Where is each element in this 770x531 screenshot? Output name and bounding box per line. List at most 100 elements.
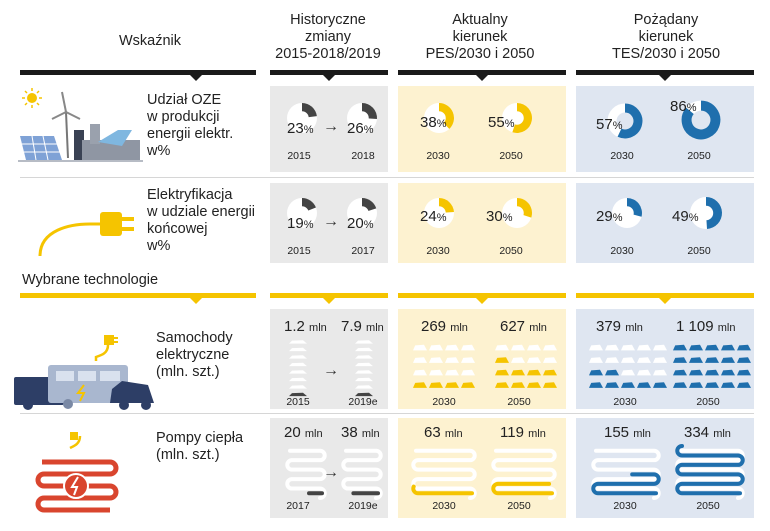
header-pointer-indicator xyxy=(190,75,202,81)
car-pictogram xyxy=(673,344,687,351)
car-pictogram xyxy=(621,357,635,363)
panel-pes-row2 xyxy=(398,183,566,263)
header-pes: Aktualny kierunek PES/2030 i 2050 xyxy=(425,12,535,62)
coil-tes-2050 xyxy=(675,444,745,500)
coil-hist-2017 xyxy=(285,444,327,500)
car-pictogram xyxy=(637,357,651,363)
car-pictogram xyxy=(495,357,509,363)
heat-pump-icon xyxy=(35,432,119,513)
value-tes-2030-electrification: 29% xyxy=(596,208,623,225)
car-pictogram xyxy=(511,344,525,351)
car-pictogram xyxy=(621,369,635,376)
coil-fill xyxy=(591,444,661,496)
panel-pes-row1 xyxy=(398,86,566,172)
pie-hole xyxy=(432,111,446,125)
coil-track xyxy=(411,448,477,500)
pie-hole xyxy=(355,111,369,125)
car-pictogram xyxy=(355,392,373,397)
car-stack-tes-2030 xyxy=(589,344,667,388)
car-pictogram xyxy=(289,377,307,382)
car-pictogram xyxy=(705,369,719,376)
section-pointer-indicator xyxy=(190,298,202,304)
year-label: 2030 xyxy=(613,500,637,512)
indicator-label-renewables: Udział OZE w produkcji energii elektr. w… xyxy=(147,92,234,159)
value-hist-2019e-cars: 7.9 mln xyxy=(341,318,384,335)
pie-pes-2030-electrification xyxy=(424,198,454,228)
car-pictogram xyxy=(355,370,373,374)
car-pictogram xyxy=(689,357,703,363)
year-label: 2050 xyxy=(507,396,531,408)
car-pictogram xyxy=(289,340,307,344)
pie-hole xyxy=(432,206,446,220)
car-pictogram xyxy=(429,357,443,363)
coil-track xyxy=(285,448,327,500)
indicator-label-electrification: Elektryfikacja w udziale energii końcowe… xyxy=(147,187,256,254)
value-pes-2050-renewables: 55% xyxy=(488,114,515,131)
car-pictogram xyxy=(737,369,751,376)
year-label: 2030 xyxy=(610,150,634,162)
coil-tes-2030 xyxy=(591,444,661,500)
car-pictogram xyxy=(637,382,651,388)
value-tes-2050-renewables: 86% xyxy=(670,98,697,115)
year-label: 2019e xyxy=(348,500,378,512)
pie-hist-2018 xyxy=(347,103,377,133)
value-hist-2015-renewables: 23% xyxy=(287,120,314,137)
car-pictogram xyxy=(355,385,373,389)
value-tes-2030-renewables: 57% xyxy=(596,116,623,133)
car-pictogram xyxy=(413,382,427,388)
year-label: 2017 xyxy=(286,500,310,512)
car-pictogram xyxy=(705,382,719,388)
plug-icon xyxy=(38,212,134,257)
pie-hist-2015-electrification xyxy=(287,198,317,228)
value-tes-2050-heatpumps: 334 mln xyxy=(684,424,731,441)
car-pictogram xyxy=(689,369,703,376)
year-label: 2030 xyxy=(613,396,637,408)
year-label: 2050 xyxy=(499,150,523,162)
pie-hist-2015 xyxy=(287,103,317,133)
car-pictogram xyxy=(511,357,525,363)
car-pictogram xyxy=(653,369,667,376)
header-historical: Historyczne zmiany 2015-2018/2019 xyxy=(275,12,381,62)
car-pictogram xyxy=(429,369,443,376)
car-pictogram xyxy=(673,369,687,376)
pie-hole xyxy=(698,205,714,221)
car-pictogram xyxy=(589,344,603,351)
year-label: 2030 xyxy=(426,150,450,162)
car-pictogram xyxy=(461,357,475,363)
year-label: 2017 xyxy=(351,245,375,257)
value-hist-2017-electrification: 20% xyxy=(347,215,374,232)
car-pictogram xyxy=(445,344,459,351)
car-stack-tes-2050 xyxy=(673,344,751,388)
car-pictogram xyxy=(705,357,719,363)
car-pictogram xyxy=(721,344,735,351)
value-tes-2030-cars: 379 mln xyxy=(596,318,643,335)
year-label: 2030 xyxy=(432,396,456,408)
header-divider-tes xyxy=(576,70,754,75)
value-hist-2015-electrification: 19% xyxy=(287,215,314,232)
pie-hole xyxy=(510,111,524,125)
header-pointer-historical xyxy=(323,75,335,81)
car-pictogram xyxy=(605,344,619,351)
car-pictogram xyxy=(543,357,557,363)
car-stack-pes-2030 xyxy=(413,344,475,388)
header-divider-historical xyxy=(270,70,388,75)
section-pointer-historical xyxy=(323,298,335,304)
car-pictogram xyxy=(689,382,703,388)
pie-pes-2050-electrification xyxy=(502,198,532,228)
coil-fill xyxy=(491,444,557,496)
trend-arrow: → xyxy=(323,464,339,481)
coil-track xyxy=(341,448,383,500)
car-pictogram xyxy=(721,369,735,376)
row-separator xyxy=(20,177,754,178)
car-pictogram xyxy=(495,382,509,388)
indicator-label-electric-cars: Samochody elektryczne (mln. szt.) xyxy=(156,330,233,380)
section-divider-indicator xyxy=(20,293,256,298)
year-label: 2015 xyxy=(287,150,311,162)
year-label: 2018 xyxy=(351,150,375,162)
year-label: 2050 xyxy=(696,500,720,512)
car-pictogram xyxy=(605,357,619,363)
car-pictogram xyxy=(461,344,475,351)
car-pictogram xyxy=(637,369,651,376)
row-separator xyxy=(20,413,754,414)
pie-hole xyxy=(355,206,369,220)
